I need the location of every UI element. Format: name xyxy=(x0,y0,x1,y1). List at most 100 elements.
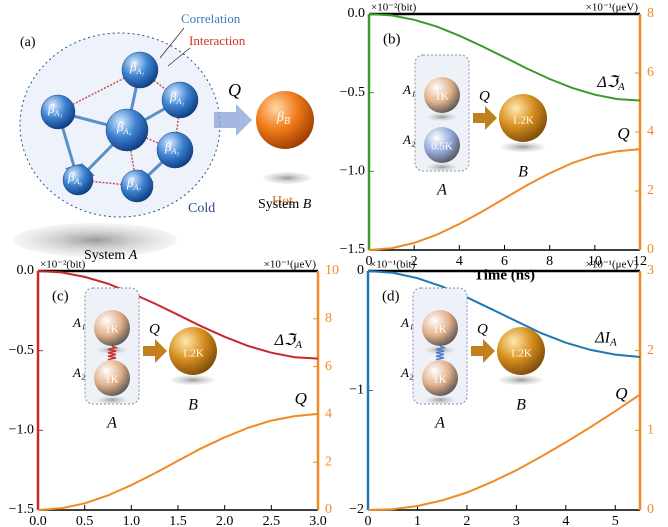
x-tick-label: 12 xyxy=(633,254,647,269)
node-label-sub: A₆ xyxy=(73,177,82,186)
series-line xyxy=(368,148,641,251)
y-tick-label: −2 xyxy=(349,502,364,517)
y-unit: ×10⁻¹(bit) xyxy=(370,259,416,271)
y2-tick-label: 6 xyxy=(325,359,332,374)
y2-tick-label: 2 xyxy=(647,183,654,198)
coupling xyxy=(107,345,119,361)
y2-tick-label: 1 xyxy=(647,423,654,438)
shadow xyxy=(427,113,457,121)
y2-tick-label: 6 xyxy=(647,65,654,80)
series-line xyxy=(367,270,641,358)
node-label-base: β xyxy=(276,110,284,125)
panel-label: (d) xyxy=(382,288,400,304)
sphere-name: A₂ xyxy=(402,132,416,147)
coupling xyxy=(435,345,447,361)
hot-label: Hot xyxy=(272,194,293,209)
y2-tick-label: 0 xyxy=(647,242,654,257)
x-tick-label: 2.5 xyxy=(263,514,281,527)
x-tick-label: 2 xyxy=(463,514,470,527)
x-tick-label: 0.5 xyxy=(76,514,94,527)
flow-label: Q xyxy=(228,80,241,100)
node-label: βA₃ xyxy=(47,101,62,118)
x-tick-label: 3.0 xyxy=(309,514,327,527)
node-label: βA₆ xyxy=(67,169,82,186)
inset-sphere xyxy=(424,127,460,163)
sphere-name: A₁ xyxy=(400,315,413,330)
y2-tick-label: 8 xyxy=(325,311,332,326)
x-tick-label: 4 xyxy=(456,254,463,269)
y2-tick-label: 2 xyxy=(647,343,654,358)
flow-label: Q xyxy=(477,321,488,337)
node-label-base: β xyxy=(164,139,172,154)
panel-label: (a) xyxy=(20,35,36,50)
node-label-base: β xyxy=(47,101,55,116)
y-unit: ×10⁻²(bit) xyxy=(371,2,417,14)
sphere-name: A₂ xyxy=(400,365,414,380)
sphere-temp: 0.5K xyxy=(431,141,453,153)
y2-unit: ×10⁻¹(μeV) xyxy=(586,2,639,14)
heat-arrow xyxy=(471,339,495,363)
hot-sphere xyxy=(169,327,217,375)
shadow xyxy=(499,375,543,385)
node-label: βA₁ xyxy=(129,59,144,76)
y2-unit: ×10⁻¹(μeV) xyxy=(264,259,317,271)
y2-tick-label: 0 xyxy=(325,502,332,517)
y-tick-label: −1.0 xyxy=(9,423,34,438)
x-tick-label: 1 xyxy=(414,514,421,527)
node-label-sub: A₁ xyxy=(135,67,144,76)
node-label: βA₄ xyxy=(116,119,131,136)
shadow xyxy=(425,396,455,404)
system-symbol: B xyxy=(303,197,312,212)
node-label-base: β xyxy=(129,59,137,74)
legend-text: Interaction xyxy=(189,33,246,48)
y-tick-label: −1.5 xyxy=(340,242,365,257)
y-tick-label: 0.0 xyxy=(17,263,35,278)
system-name: B xyxy=(516,397,526,414)
shadow xyxy=(427,163,457,171)
x-tick-label: 0 xyxy=(365,514,372,527)
subsystem-sphere xyxy=(156,131,194,169)
series-label: ΔIA xyxy=(594,329,617,348)
node-label-base: β xyxy=(116,119,124,134)
y-tick-label: −1.5 xyxy=(9,502,34,517)
x-tick-label: 0 xyxy=(366,254,373,269)
sphere-temp: 1.2K xyxy=(510,348,532,360)
sphere-name: A₂ xyxy=(72,365,86,380)
inset-sphere xyxy=(424,77,460,113)
heat-arrow xyxy=(143,339,167,363)
sphere-temp: 1K xyxy=(435,91,449,103)
y-unit: ×10⁻²(bit) xyxy=(40,259,86,271)
flow-label: Q xyxy=(149,321,160,337)
series-label-sub: A xyxy=(294,339,302,351)
y2-tick-label: 10 xyxy=(325,263,339,278)
node-label-base: β xyxy=(67,169,75,184)
node-label-sub: A₅ xyxy=(170,147,179,156)
subsystem-sphere xyxy=(40,94,76,130)
inset-sphere xyxy=(94,310,130,346)
shadow xyxy=(501,142,545,152)
inset-sphere xyxy=(422,360,458,396)
sphere-temp: 1.2K xyxy=(512,115,534,127)
x-tick-label: 2.0 xyxy=(216,514,234,527)
y-tick-label: −0.5 xyxy=(340,85,365,100)
system-name: B xyxy=(518,164,528,181)
node-label: βA₅ xyxy=(164,139,179,156)
series-line xyxy=(367,393,641,511)
subsystem-sphere xyxy=(161,81,199,119)
hot-sphere xyxy=(256,91,314,149)
pointer xyxy=(159,27,185,59)
cold-label: Cold xyxy=(188,201,215,216)
node-label-sub: A₄ xyxy=(122,127,131,136)
series-label: ΔℑA xyxy=(596,74,625,93)
node-label-sub: A₇ xyxy=(132,183,141,192)
y-tick-label: −0.5 xyxy=(9,343,34,358)
heat-arrow xyxy=(473,106,497,130)
sphere-temp: 1K xyxy=(105,324,119,336)
y-tick-label: −1.0 xyxy=(340,164,365,179)
node-label: βB xyxy=(276,110,290,127)
node-label-base: β xyxy=(169,89,177,104)
hot-sphere xyxy=(499,94,547,142)
